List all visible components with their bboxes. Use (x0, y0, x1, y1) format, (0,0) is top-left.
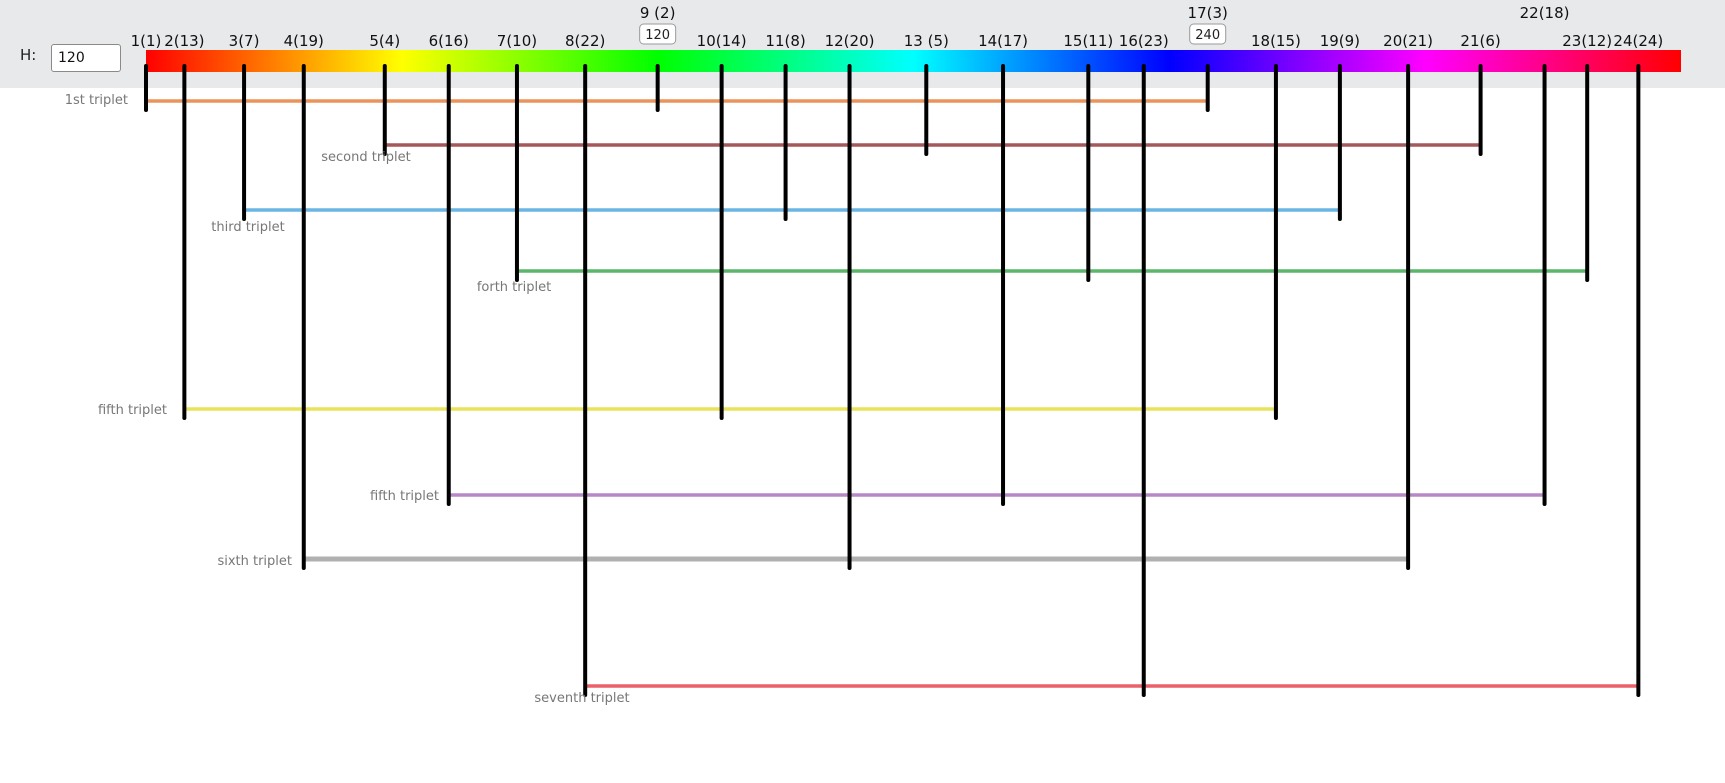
triplet-label-4: forth triplet (477, 280, 551, 295)
marker-label-13: 13 (5) (904, 32, 949, 50)
marker-label-23: 23(12) (1562, 32, 1612, 50)
triplet-label-5: fifth triplet (98, 403, 167, 418)
triplet-labels-group: 1st triplet second triplet third triplet fo… (65, 93, 630, 706)
triplet-label-2: second triplet (321, 150, 411, 165)
marker-label-10: 10(14) (697, 32, 747, 50)
marker-stems-group (144, 64, 1641, 697)
marker-value-text-9: 120 (645, 28, 670, 43)
marker-label-11: 11(8) (765, 32, 805, 50)
triplet-label-3: third triplet (211, 220, 284, 235)
marker-value-text-17: 240 (1195, 28, 1220, 43)
marker-label-15: 15(11) (1063, 32, 1113, 50)
toolbar: H: (0, 0, 1725, 88)
marker-label-22: 22(18) (1520, 4, 1570, 22)
marker-value-box-9[interactable] (639, 23, 677, 45)
marker-label-18: 18(15) (1251, 32, 1301, 50)
marker-label-8: 8(22) (565, 32, 605, 50)
triplet-label-8: seventh triplet (534, 691, 629, 706)
marker-label-12: 12(20) (825, 32, 875, 50)
marker-label-3: 3(7) (229, 32, 260, 50)
marker-label-9: 9 (2) (640, 4, 676, 22)
marker-label-19: 19(9) (1320, 32, 1360, 50)
marker-value-box-17[interactable] (1189, 23, 1227, 45)
marker-label-4: 4(19) (284, 32, 324, 50)
hue-input-label: H: (20, 46, 37, 64)
marker-label-14: 14(17) (978, 32, 1028, 50)
hue-spectrum-bar[interactable] (146, 50, 1681, 72)
marker-labels-group: 1(1) 2(13) 3(7) 4(19) 5(4) 6(16) 7(10) 8(22) 9 (… (131, 4, 1664, 50)
marker-label-24: 24(24) (1613, 32, 1663, 50)
marker-label-6: 6(16) (429, 32, 469, 50)
marker-label-20: 20(21) (1383, 32, 1433, 50)
triplet-label-6: fifth triplet (370, 489, 439, 504)
marker-label-7: 7(10) (497, 32, 537, 50)
triplet-label-7: sixth triplet (217, 554, 292, 569)
triplet-lines-group (146, 99, 1639, 688)
marker-label-1: 1(1) (131, 32, 162, 50)
marker-label-16: 16(23) (1119, 32, 1169, 50)
marker-label-21: 21(6) (1460, 32, 1500, 50)
marker-label-5: 5(4) (369, 32, 400, 50)
marker-label-2: 2(13) (164, 32, 204, 50)
marker-label-17: 17(3) (1188, 4, 1228, 22)
hue-input[interactable] (51, 44, 121, 72)
triplet-label-1: 1st triplet (65, 93, 128, 108)
